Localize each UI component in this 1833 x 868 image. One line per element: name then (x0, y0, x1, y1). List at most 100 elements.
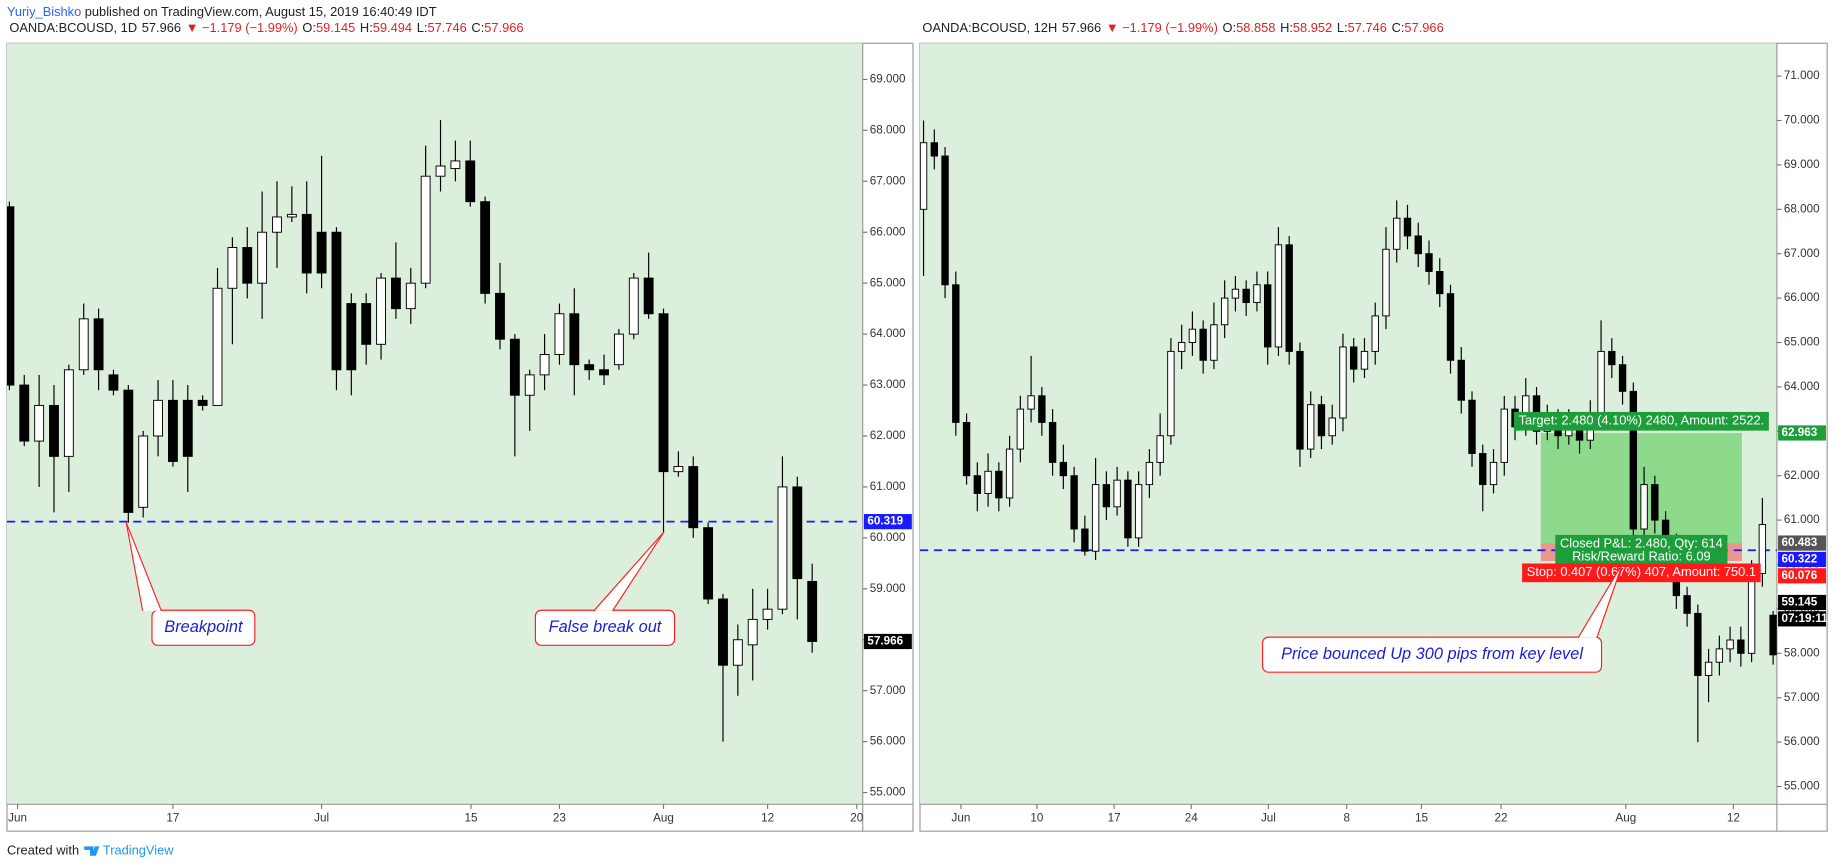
x-tick-label: 8 (1343, 811, 1350, 824)
header-part: 58.858 (1236, 21, 1275, 36)
candle-body (777, 486, 788, 610)
x-tick-label: 24 (1185, 811, 1199, 824)
candle-body (480, 201, 491, 294)
candle-body (995, 470, 1003, 499)
candle-body (1317, 404, 1326, 437)
candle-body (257, 231, 268, 284)
y-tick-label: 55.000 (870, 786, 906, 799)
y-tick-label: 68.000 (870, 123, 906, 136)
price-tag (863, 633, 912, 650)
candle-body (1263, 284, 1272, 348)
x-tick-label: 17 (1108, 811, 1121, 824)
y-tick-label: 62.000 (870, 429, 906, 442)
candle-body (450, 160, 461, 170)
y-tick-label: 67.000 (1784, 247, 1820, 260)
callout-pointer (1577, 563, 1624, 639)
candle-body (1360, 350, 1369, 370)
candle-body (984, 470, 992, 494)
candle-body (390, 277, 401, 310)
candle-body (1296, 350, 1304, 450)
candle-body (643, 277, 654, 315)
y-tick-label: 57.000 (1784, 691, 1820, 704)
candle-body (1694, 612, 1702, 676)
candle-body (941, 155, 949, 286)
y-tick-label: 60.000 (870, 531, 906, 544)
y-tick-label: 65.000 (1784, 336, 1820, 349)
candle-body (1220, 297, 1229, 326)
y-tick-label: 59.000 (870, 582, 906, 595)
candle-body (962, 421, 971, 477)
candle-body (316, 231, 327, 274)
candle-body (1758, 524, 1767, 574)
position-label: Stop: 0.407 (0.67%) 407, Amount: 750.1 (1527, 564, 1756, 579)
candle-body (1231, 288, 1240, 299)
candle-body (1016, 408, 1025, 450)
countdown-tag (1778, 611, 1826, 627)
candle-body (1683, 595, 1691, 614)
callout-pointer (593, 531, 665, 612)
candle-body (1027, 395, 1035, 410)
candle-body (1339, 346, 1347, 419)
y-tick-label: 67.000 (870, 174, 906, 187)
candle-body (807, 580, 818, 642)
callout-text: Price bounced Up 300 pips from key level (1281, 645, 1583, 663)
candle-body (569, 313, 580, 366)
candle-body (1651, 484, 1659, 521)
footer-brand[interactable]: TradingView (103, 842, 174, 857)
header-part: 59.494 (373, 21, 412, 36)
price-tag-label: 62.963 (1782, 426, 1818, 439)
candle-body (599, 369, 609, 376)
candle-body (212, 287, 223, 406)
x-tick-label: 10 (1030, 811, 1043, 824)
x-tick-label: 22 (1495, 811, 1508, 824)
header-part: O: (1223, 21, 1237, 36)
position-label: Risk/Reward Ratio: 6.09 (1572, 548, 1710, 563)
candle-body (1307, 404, 1315, 450)
candle-body (718, 598, 728, 666)
header-part: O: (302, 21, 316, 36)
x-tick-label: 17 (166, 811, 179, 824)
candle-body (1091, 484, 1100, 552)
candle-body (1059, 461, 1068, 477)
header-part: OANDA:BCOUSD, 12H (922, 21, 1057, 36)
x-tick-label: 23 (553, 811, 566, 824)
footer-text: Created with (7, 842, 79, 857)
candle-body (509, 338, 520, 396)
candle-body (1274, 244, 1283, 348)
header-part: 59.145 (316, 21, 355, 36)
y-tick-label: 63.000 (870, 378, 906, 391)
header-part: L: (1337, 21, 1348, 36)
header-part: 57.966 (142, 21, 181, 36)
candle-body (1457, 359, 1465, 401)
header-part: ▼ −1.179 (−1.99%) (186, 21, 298, 36)
position-label: Closed P&L: 2.480, Qty: 614 (1560, 536, 1723, 551)
position-label-box (1555, 534, 1728, 567)
author[interactable]: Yuriy_Bishko (7, 4, 81, 19)
price-tag-label: 60.322 (1782, 553, 1818, 566)
logo-icon (84, 846, 100, 856)
header-part: 57.746 (427, 21, 466, 36)
candle-body (1704, 661, 1713, 676)
header-part: 57.966 (484, 21, 523, 36)
header-part: H: (1280, 21, 1293, 36)
callout-text: Breakpoint (164, 618, 244, 636)
candle-body (1188, 328, 1197, 343)
candle-body (465, 160, 476, 203)
header-part: 57.746 (1348, 21, 1387, 36)
price-tag-label: 60.076 (1782, 569, 1818, 582)
candle-body (1737, 639, 1745, 654)
candle-body (7, 206, 15, 386)
x-tick-label: Jul (314, 811, 329, 824)
candle-body (435, 165, 446, 177)
candle-body (63, 369, 74, 457)
countdown-label: 07:19:11 (1782, 612, 1829, 625)
price-tag-label: 57.966 (867, 635, 903, 648)
candle-body (1715, 648, 1724, 663)
candle-body (524, 374, 535, 396)
callout-text: False break out (549, 618, 663, 636)
price-tag (1778, 594, 1826, 611)
price-tag (1778, 425, 1826, 441)
candle-body (930, 142, 939, 157)
candle-body (93, 318, 104, 371)
